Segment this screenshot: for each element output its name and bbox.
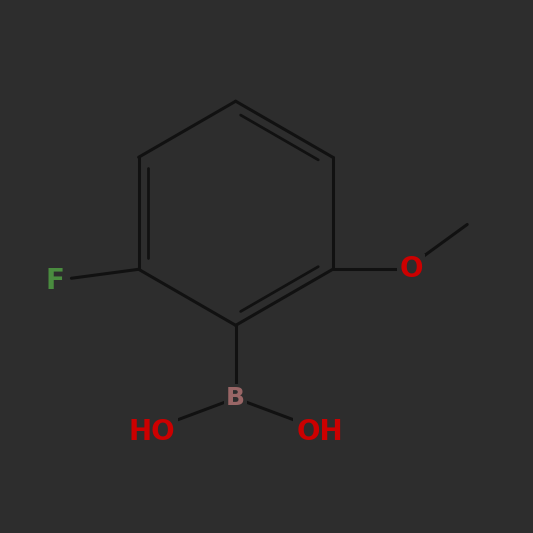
Text: F: F [45, 266, 64, 295]
Text: O: O [399, 255, 424, 284]
Text: F: F [45, 266, 64, 295]
Text: HO: HO [128, 418, 175, 446]
Text: B: B [225, 385, 246, 411]
Text: O: O [399, 255, 423, 284]
Text: B: B [226, 386, 245, 410]
Text: HO: HO [127, 418, 176, 446]
Text: OH: OH [295, 418, 344, 446]
Text: OH: OH [296, 418, 343, 446]
